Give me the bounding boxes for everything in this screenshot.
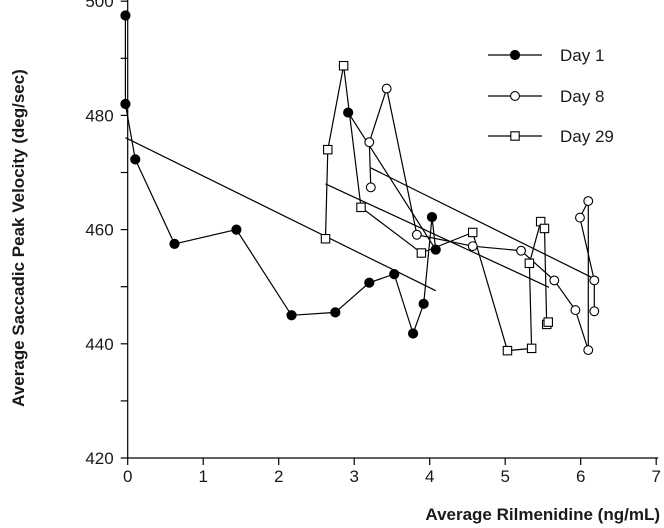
x-axis-title: Average Rilmenidine (ng/mL) (425, 505, 660, 524)
legend-label: Day 29 (560, 127, 614, 146)
data-point (381, 83, 392, 94)
legend-label: Day 1 (560, 46, 604, 65)
regression-line (325, 183, 550, 288)
x-tick-label: 4 (425, 467, 434, 486)
data-point (407, 328, 419, 339)
legend-marker (510, 91, 520, 101)
y-tick-label: 460 (85, 221, 113, 240)
regression-line (370, 167, 595, 280)
y-tick-label: 480 (85, 106, 113, 125)
data-point (416, 248, 427, 258)
data-point (231, 224, 242, 235)
y-tick-label: 440 (85, 335, 113, 354)
legend-label: Day 8 (560, 87, 604, 106)
data-point (539, 223, 550, 234)
data-point (120, 10, 131, 21)
data-point (570, 305, 581, 316)
x-tick-label: 2 (274, 467, 283, 486)
data-point (286, 310, 297, 321)
data-markers (120, 10, 600, 356)
data-point (338, 60, 349, 71)
data-point (467, 241, 478, 252)
series-lines (124, 15, 595, 352)
data-point (365, 182, 376, 193)
x-tick-label: 5 (500, 467, 509, 486)
x-tick-label: 6 (576, 467, 585, 486)
data-point (169, 238, 180, 249)
data-point (502, 345, 513, 356)
series-line (124, 15, 437, 336)
data-point (356, 202, 366, 213)
data-point (589, 306, 600, 317)
axes: 0 1 2 3 4 5 6 7 420 440 460 480 500 (85, 0, 661, 486)
x-tick-label: 0 (123, 467, 132, 486)
data-point (418, 298, 429, 309)
legend: Day 1 Day 8 Day 29 (488, 46, 614, 146)
data-point (130, 154, 141, 165)
data-point (543, 317, 553, 327)
data-point (467, 227, 478, 238)
data-point (364, 277, 375, 288)
data-point (583, 196, 594, 207)
data-point (364, 137, 375, 148)
y-tick-label: 420 (85, 449, 113, 468)
y-tick-label: 500 (85, 0, 113, 11)
data-point (323, 144, 333, 155)
legend-marker (509, 49, 521, 61)
data-point (583, 345, 594, 356)
x-tick-label: 1 (198, 467, 207, 486)
x-tick-label: 7 (651, 467, 660, 486)
data-point (120, 98, 131, 110)
data-point (549, 275, 560, 286)
data-point (411, 229, 422, 240)
x-tick-label: 3 (349, 467, 358, 486)
data-point (524, 258, 535, 269)
data-point (589, 275, 600, 286)
data-point (426, 211, 438, 223)
y-axis-title: Average Saccadic Peak Velocity (deg/sec) (9, 69, 28, 407)
data-point (526, 343, 537, 354)
data-point (574, 212, 585, 223)
data-point (389, 269, 400, 280)
data-point (330, 307, 341, 318)
legend-marker (510, 131, 520, 141)
regression-line (125, 137, 437, 292)
data-point (320, 233, 331, 244)
regression-lines (125, 137, 595, 292)
data-point (516, 245, 527, 256)
data-point (343, 107, 354, 118)
data-point (430, 244, 441, 255)
